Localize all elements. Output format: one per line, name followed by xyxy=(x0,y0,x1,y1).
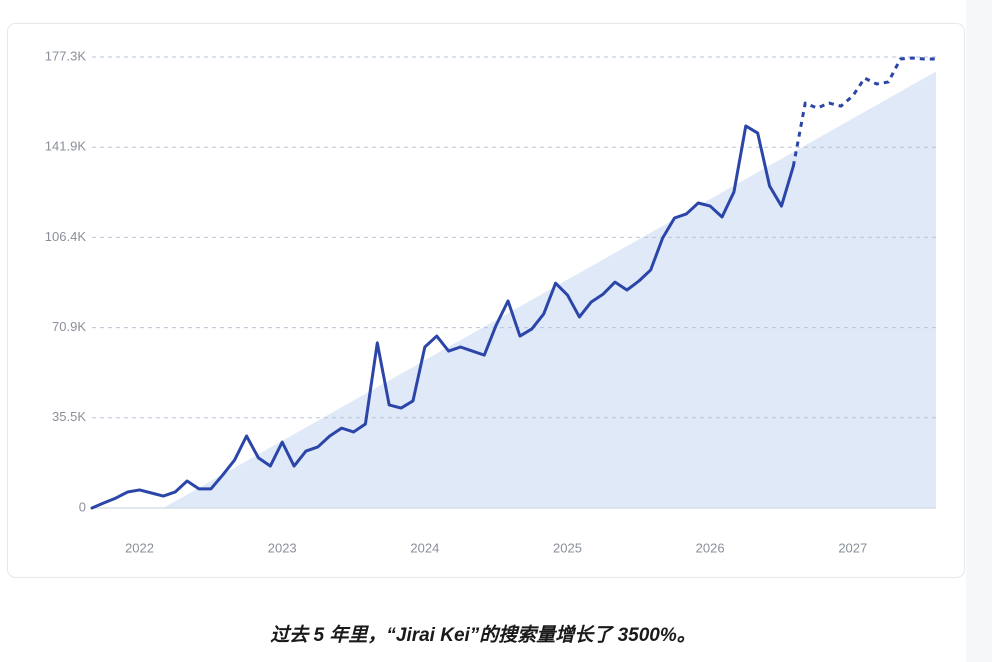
x-tick-label: 2024 xyxy=(410,540,439,555)
side-strip xyxy=(966,0,992,662)
y-tick-label: 70.9K xyxy=(52,319,86,334)
y-tick-label: 106.4K xyxy=(45,229,87,244)
search-line xyxy=(90,124,795,510)
caption: 过去 5 年里，“Jirai Kei”的搜索量增长了 3500%。 xyxy=(270,624,696,646)
y-tick-label: 177.3K xyxy=(45,48,87,63)
y-tick-label: 0 xyxy=(79,499,86,514)
x-tick-label: 2027 xyxy=(838,540,867,555)
x-tick-label: 2025 xyxy=(553,540,582,555)
forecast-line xyxy=(791,56,936,167)
x-tick-label: 2022 xyxy=(125,540,154,555)
y-tick-label: 141.9K xyxy=(45,139,87,154)
x-tick-label: 2023 xyxy=(268,540,297,555)
trend-area xyxy=(163,71,936,509)
y-tick-label: 35.5K xyxy=(52,409,86,424)
chart: 0 35.5K 70.9K 106.4K 141.9K 177.3K 2022 2023 202… xyxy=(45,48,936,555)
x-tick-label: 2026 xyxy=(696,540,725,555)
